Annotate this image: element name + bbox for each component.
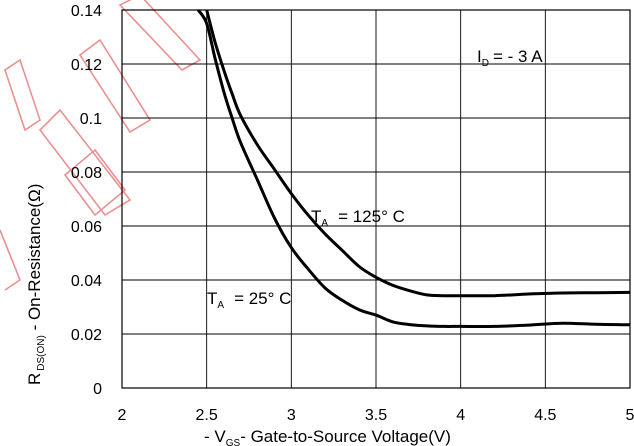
- x-tick-label: 3: [287, 407, 296, 424]
- x-tick-label: 5: [626, 407, 634, 424]
- plot-frame: [121, 9, 631, 389]
- y-tick-label: 0.06: [71, 219, 102, 236]
- series-line-25c: [196, 9, 631, 329]
- x-axis-label: - VGS- Gate-to-Source Voltage(V): [204, 427, 451, 446]
- y-tick-label: 0.12: [71, 57, 102, 74]
- y-axis-label: RDS(ON) - On-Resistance(Ω): [25, 184, 47, 385]
- watermark-graphic: [0, 0, 202, 291]
- id-annotation: ID = - 3 A: [477, 47, 543, 69]
- x-tick-label: 2.5: [196, 407, 218, 424]
- series-group: [196, 9, 631, 329]
- x-tick-label: 2: [118, 407, 127, 424]
- y-tick-label: 0.04: [71, 273, 102, 290]
- series-line-125c: [205, 9, 631, 298]
- t125-annotation: TA = 125° C: [311, 207, 405, 229]
- y-tick-label: 0.08: [71, 165, 102, 182]
- grid: [121, 9, 631, 389]
- x-tick-label: 4.5: [534, 407, 556, 424]
- y-tick-label: 0.02: [71, 327, 102, 344]
- t25-annotation: TA = 25° C: [207, 289, 291, 311]
- y-tick-label: 0: [93, 381, 102, 398]
- tick-labels: 2 2.5 3 3.5 4 4.5 5 0 0.02 0.04 0.06 0.08 0.1 0.12 0.1…: [71, 3, 634, 424]
- x-tick-label: 3.5: [365, 407, 387, 424]
- y-tick-label: 0.14: [71, 3, 102, 20]
- y-tick-label: 0.1: [80, 111, 102, 128]
- x-tick-label: 4: [456, 407, 465, 424]
